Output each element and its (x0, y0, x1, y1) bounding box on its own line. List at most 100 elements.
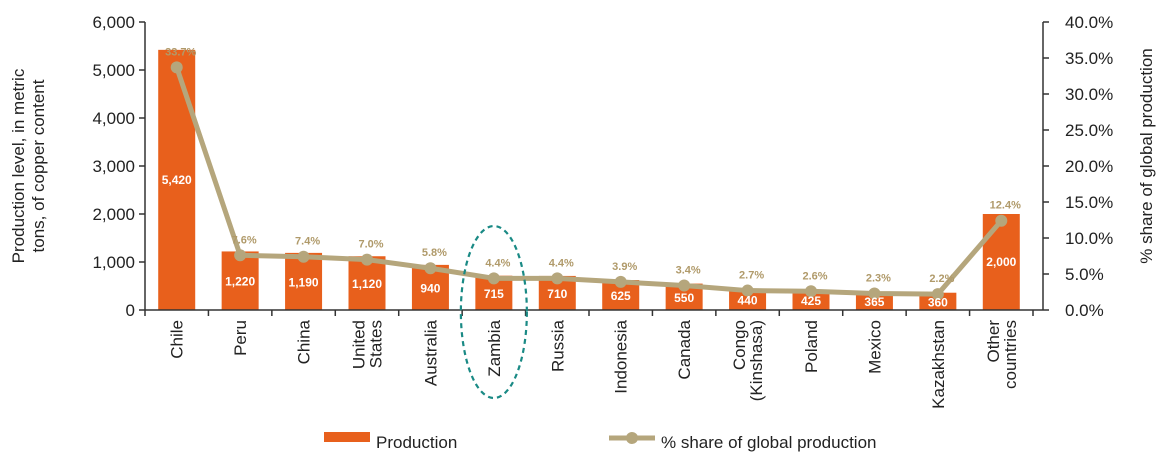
share-point-8 (678, 279, 691, 292)
category-label-group: Australia (421, 319, 440, 386)
share-value-label: 2.2% (929, 273, 954, 285)
category-label: Russia (548, 319, 567, 372)
category-label: Indonesia (612, 319, 631, 393)
right-tick-label: 40.0% (1065, 13, 1113, 32)
category-label: Australia (421, 319, 440, 386)
category-label: Chile (168, 320, 187, 359)
category-label-group: Kazakhstan (929, 320, 948, 409)
bar-value-label: 360 (928, 295, 948, 309)
bar-0 (158, 49, 196, 311)
share-line (174, 66, 1004, 297)
right-tick-label: 35.0% (1065, 49, 1113, 68)
legend-label-production: Production (376, 433, 457, 452)
legend-swatch-share-point (626, 432, 638, 444)
category-label-group: Mexico (865, 320, 884, 374)
right-tick-label: 5.0% (1065, 265, 1104, 284)
category-label: States (367, 320, 386, 368)
share-value-label: 3.4% (676, 265, 701, 277)
category-label: Poland (802, 320, 821, 373)
category-label-group: Chile (168, 320, 187, 359)
category-label-group: Russia (548, 319, 567, 372)
share-point-7 (614, 275, 627, 288)
bar-value-label: 1,220 (225, 275, 255, 289)
bar-13 (982, 214, 1020, 310)
category-label: Peru (231, 320, 250, 356)
category-label: China (295, 319, 314, 364)
category-label: Other (984, 320, 1003, 363)
bar-value-label: 940 (420, 281, 440, 295)
share-point-12 (931, 288, 944, 301)
share-point-10 (805, 285, 817, 298)
bar-value-label: 550 (674, 291, 694, 305)
share-value-label: 7.0% (358, 239, 383, 251)
share-point-9 (741, 284, 754, 297)
share-point-6 (551, 272, 564, 285)
bar-value-label: 1,120 (352, 277, 382, 291)
left-tick-label: 5,000 (92, 61, 135, 80)
share-point-13 (995, 214, 1008, 227)
share-value-label: 2.7% (739, 270, 764, 282)
share-value-label: 3.9% (612, 261, 637, 273)
right-tick-label: 25.0% (1065, 121, 1113, 140)
share-point-5 (487, 272, 500, 285)
category-label: United (350, 320, 369, 369)
category-label: Congo (730, 320, 749, 370)
left-tick-label: 3,000 (92, 157, 135, 176)
category-label: Canada (675, 319, 694, 379)
share-value-label: 4.4% (485, 257, 510, 269)
category-label-group: Congo(Kinshasa) (730, 320, 766, 401)
legend-swatch-production (324, 432, 370, 442)
share-point-2 (297, 250, 310, 263)
share-point-3 (361, 253, 373, 266)
bar-10 (792, 289, 830, 310)
category-label: Mexico (865, 320, 884, 374)
bar-value-label: 5,420 (162, 173, 192, 187)
left-tick-label: 4,000 (92, 109, 135, 128)
category-label: Kazakhstan (929, 320, 948, 409)
category-label-group: Poland (802, 320, 821, 373)
bar-value-label: 440 (738, 293, 758, 307)
y2-axis-title: % share of global production (1137, 48, 1156, 263)
bar-value-label: 1,190 (289, 275, 319, 289)
right-tick-label: 20.0% (1065, 157, 1113, 176)
left-tick-label: 0 (126, 301, 135, 320)
share-point-0 (170, 61, 183, 74)
category-label-group: Peru (231, 320, 250, 356)
y-axis-title-line: tons, of copper content (29, 79, 48, 252)
share-point-11 (868, 287, 881, 300)
category-label: Zambia (485, 319, 504, 376)
category-label-group: Canada (675, 319, 694, 379)
right-tick-label: 0.0% (1065, 301, 1104, 320)
bar-value-label: 625 (611, 289, 631, 303)
legend-label-share: % share of global production (661, 433, 876, 452)
category-label-group: China (295, 319, 314, 364)
bar-value-label: 2,000 (986, 255, 1016, 269)
left-tick-label: 6,000 (92, 13, 135, 32)
bar-value-label: 365 (864, 295, 884, 309)
bar-value-label: 715 (484, 287, 504, 301)
share-value-label: 7.6% (232, 234, 257, 246)
bar-value-label: 710 (547, 287, 567, 301)
zambia-highlight-ellipse (459, 224, 528, 400)
category-label: countries (1001, 320, 1020, 389)
bar-9 (729, 288, 767, 310)
right-tick-label: 15.0% (1065, 193, 1113, 212)
share-value-label: 5.8% (422, 247, 447, 259)
y2-axis-title-text: % share of global production (1137, 48, 1156, 263)
share-point-4 (424, 262, 437, 275)
share-point-1 (234, 249, 247, 262)
y-axis-title: Production level, in metric tons, of copp… (9, 68, 48, 263)
share-value-label: 4.4% (549, 257, 574, 269)
share-value-label: 33.7% (165, 46, 196, 58)
category-label-group: Zambia (485, 319, 504, 376)
right-tick-label: 30.0% (1065, 85, 1113, 104)
left-tick-label: 2,000 (92, 205, 135, 224)
bar-12 (919, 292, 957, 310)
bar-11 (855, 292, 893, 310)
right-tick-label: 10.0% (1065, 229, 1113, 248)
category-label: (Kinshasa) (747, 320, 766, 401)
